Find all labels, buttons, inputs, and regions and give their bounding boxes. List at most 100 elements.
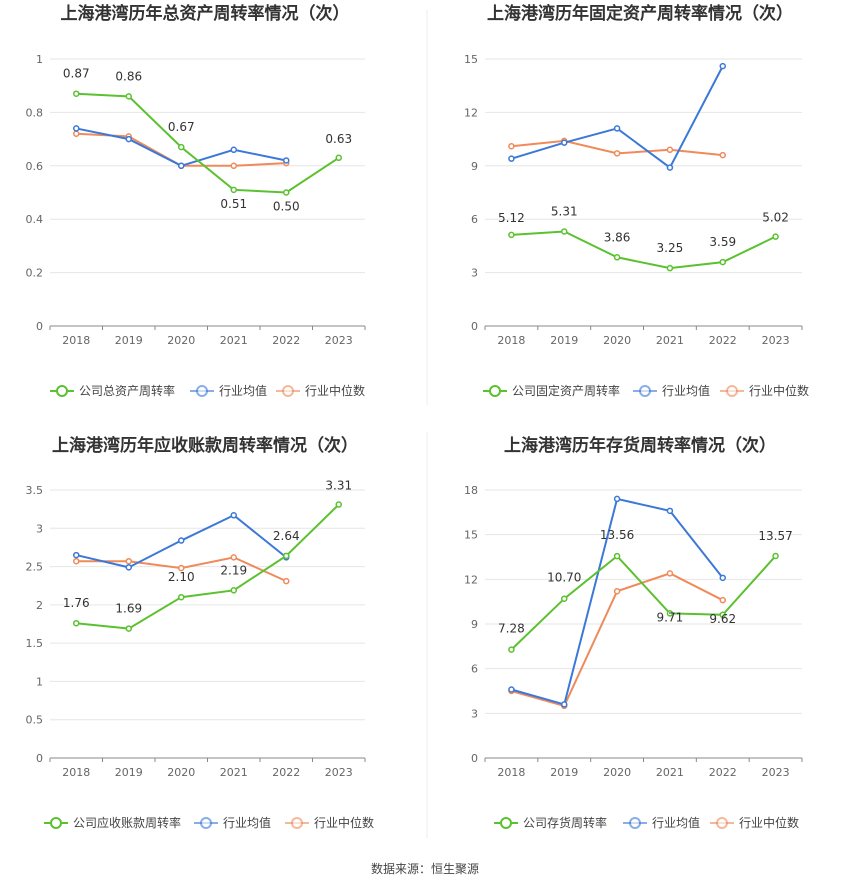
data-label: 2.10: [168, 570, 195, 584]
data-label: 13.57: [758, 529, 792, 543]
legend-item-median[interactable]: 行业中位数: [720, 383, 809, 398]
chart-title: 上海港湾历年存货周转率情况（次）: [504, 435, 776, 456]
y-tick-label: 3: [36, 522, 43, 535]
x-tick-label: 2018: [497, 334, 525, 347]
y-tick-label: 9: [471, 160, 478, 173]
y-tick-label: 3: [471, 267, 478, 280]
data-label: 2.19: [220, 563, 247, 577]
legend-label: 行业中位数: [749, 383, 809, 398]
data-point-company: [561, 228, 568, 235]
data-label: 5.12: [498, 211, 525, 225]
data-point-company: [719, 258, 726, 266]
x-tick-label: 2023: [325, 766, 353, 779]
x-tick-label: 2020: [167, 334, 195, 347]
data-point-company: [772, 233, 779, 240]
legend-item-median[interactable]: 行业中位数: [285, 815, 374, 830]
data-point-company: [666, 264, 674, 272]
legend-item-avg[interactable]: 行业均值: [194, 815, 271, 830]
y-tick-label: 0.8: [26, 106, 44, 119]
data-point-avg: [508, 686, 515, 693]
data-point-median: [283, 577, 290, 585]
y-tick-label: 0.2: [26, 267, 44, 280]
legend-marker: [50, 817, 62, 829]
data-point-company: [335, 154, 342, 162]
legend-marker: [489, 385, 501, 397]
data-label: 7.28: [498, 622, 525, 636]
chart-title: 上海港湾历年应收账款周转率情况（次）: [52, 435, 358, 456]
data-label: 0.51: [220, 197, 247, 211]
series-line-company: [76, 92, 340, 194]
data-point-avg: [178, 162, 185, 170]
x-tick-label: 2020: [603, 334, 631, 347]
legend-marker: [500, 817, 512, 829]
data-point-avg: [613, 125, 621, 132]
x-tick-label: 2018: [62, 334, 90, 347]
x-tick-label: 2020: [167, 766, 195, 779]
data-label: 2.64: [273, 529, 300, 543]
legend-label: 行业均值: [219, 383, 267, 398]
legend-marker: [196, 385, 208, 397]
data-label: 5.02: [762, 211, 789, 225]
chart-panel-1: 上海港湾历年总资产周转率情况（次） 0 0.2 0.4 0.6 0.8 1 2018 2019 2…: [26, 3, 366, 398]
legend-item-avg[interactable]: 行业均值: [623, 815, 700, 830]
legend-item-company[interactable]: 公司存货周转率: [494, 815, 607, 830]
data-point-company: [666, 610, 674, 617]
legend-item-median[interactable]: 行业中位数: [276, 383, 365, 398]
x-tick-label: 2023: [762, 766, 790, 779]
legend-label: 公司总资产周转率: [79, 383, 175, 398]
legend-marker: [282, 385, 294, 397]
data-point-median: [178, 564, 185, 572]
y-tick-label: 15: [464, 529, 478, 542]
y-tick-label: 0.6: [26, 160, 44, 173]
data-point-median: [230, 554, 237, 561]
x-tick-label: 2019: [550, 334, 578, 347]
legend-marker: [200, 817, 212, 829]
data-point-company: [125, 625, 132, 632]
x-tick-label: 2022: [709, 766, 737, 779]
data-point-company: [508, 231, 515, 239]
x-tick-label: 2021: [656, 334, 684, 347]
data-point-company: [719, 611, 726, 619]
data-point-company: [772, 552, 779, 560]
data-label: 1.69: [115, 602, 142, 616]
data-point-avg: [719, 62, 726, 70]
legend-item-company[interactable]: 公司应收账款周转率: [44, 815, 181, 830]
data-point-company: [73, 90, 80, 97]
data-point-company: [508, 646, 515, 653]
x-tick-label: 2019: [115, 334, 143, 347]
data-label: 3.25: [657, 241, 684, 255]
data-point-avg: [73, 551, 80, 559]
data-label: 0.63: [325, 132, 352, 146]
legend-item-avg[interactable]: 行业均值: [190, 383, 267, 398]
data-point-company: [613, 552, 621, 560]
data-point-median: [719, 596, 726, 604]
data-point-company: [561, 595, 568, 602]
x-tick-label: 2022: [272, 334, 300, 347]
y-tick-label: 0: [36, 320, 43, 333]
legend-item-company[interactable]: 公司总资产周转率: [50, 383, 175, 398]
data-label: 5.31: [551, 204, 578, 218]
legend-item-avg[interactable]: 行业均值: [633, 383, 710, 398]
x-tick-label: 2023: [325, 334, 353, 347]
chart-panel-4: 上海港湾历年存货周转率情况（次） 0 3 6 9 12 15 18 2018 2019 2020 20…: [464, 435, 803, 830]
data-point-avg: [125, 135, 132, 143]
data-point-company: [73, 619, 80, 627]
series-line-company: [511, 230, 777, 270]
y-tick-label: 6: [471, 213, 478, 226]
legend-label: 行业均值: [652, 815, 700, 830]
data-point-median: [666, 570, 674, 577]
legend-marker: [291, 817, 303, 829]
legend-item-median[interactable]: 行业中位数: [710, 815, 799, 830]
x-tick-label: 2023: [762, 334, 790, 347]
data-point-median: [230, 162, 237, 170]
y-tick-label: 1: [36, 675, 43, 688]
data-point-avg: [230, 146, 237, 154]
data-label: 0.50: [273, 200, 300, 214]
series-line-company: [76, 503, 340, 630]
data-point-company: [230, 587, 237, 594]
y-tick-label: 3: [471, 707, 478, 720]
y-tick-label: 0.5: [26, 714, 44, 727]
legend-item-company[interactable]: 公司固定资产周转率: [483, 383, 620, 398]
data-point-median: [73, 130, 80, 138]
